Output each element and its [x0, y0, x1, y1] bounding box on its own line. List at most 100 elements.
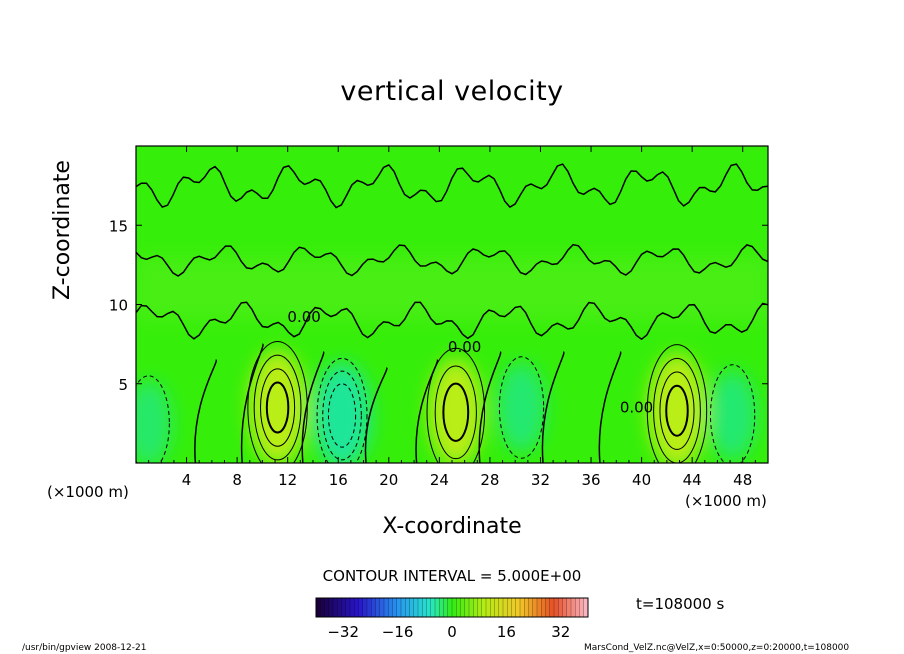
colorbar-segment-20 — [401, 598, 406, 617]
x-tick-label-10: 44 — [683, 471, 702, 489]
downdraft-contour-2-0 — [709, 364, 756, 463]
footer-right: MarsCond_VelZ.nc@VelZ,x=0:50000,z=0:2000… — [584, 643, 850, 653]
colorbar-segment-29 — [439, 598, 444, 617]
colorbar-segment-33 — [456, 598, 461, 617]
colorbar-segment-40 — [486, 598, 491, 617]
updraft-contour-2-3 — [665, 384, 689, 437]
x-tick-label-1: 8 — [232, 471, 242, 489]
colorbar-segment-58 — [562, 598, 568, 617]
x-tick-label-4: 20 — [379, 471, 398, 489]
colorbar-segment-5 — [337, 598, 342, 617]
downdraft-region-0 — [312, 363, 372, 463]
zero-contour-column-5 — [478, 351, 502, 463]
zero-contour-low — [136, 301, 768, 341]
colorbar-segment-57 — [558, 598, 563, 617]
colorbar-segment-52 — [537, 598, 542, 617]
zero-contour-column-0 — [194, 359, 217, 463]
x-tick-label-7: 32 — [531, 471, 550, 489]
y-tick-label-1: 10 — [109, 297, 128, 315]
contour-lines — [136, 163, 768, 463]
footer-left: /usr/bin/gpview 2008-12-21 — [22, 643, 147, 653]
colorbar-segment-46 — [511, 598, 517, 617]
downdraft-contour-0-1 — [322, 370, 362, 461]
downdraft-contour-0-0 — [316, 357, 368, 463]
x-tick-label-2: 12 — [278, 471, 297, 489]
updraft-contour-0-3 — [265, 381, 290, 434]
field-layer: 0.00 0.00 0.00 — [136, 163, 768, 463]
downdraft-region-2 — [708, 371, 757, 460]
colorbar-tick-label-3: 16 — [497, 623, 516, 641]
colorbar-segment-2 — [324, 598, 330, 617]
colorbar-segment-54 — [545, 598, 551, 617]
colorbar-segment-11 — [362, 598, 368, 617]
updraft-contour-1-2 — [442, 382, 470, 442]
mid-band — [136, 256, 768, 321]
colorbar-segment-47 — [515, 598, 521, 617]
contour-label-2: 0.00 — [620, 398, 653, 416]
x-tick-label-5: 24 — [430, 471, 449, 489]
colorbar-segment-21 — [405, 598, 410, 617]
updraft-contour-1-0 — [426, 347, 486, 463]
zero-contour-column-3 — [364, 367, 388, 463]
colorbar-segment-48 — [520, 598, 525, 617]
colorbar-segment-14 — [375, 598, 381, 617]
x-tick-label-9: 40 — [632, 471, 651, 489]
colorbar-segment-25 — [422, 598, 427, 617]
colorbar-segment-0 — [316, 598, 321, 617]
updraft-region-2 — [647, 353, 707, 463]
y-tick-label-0: 5 — [118, 376, 128, 394]
colorbar-segment-10 — [358, 598, 364, 617]
colorbar-segment-15 — [379, 598, 385, 617]
x-tick-label-11: 48 — [733, 471, 752, 489]
downdraft-contour-0-2 — [327, 383, 357, 448]
updraft-contour-0-2 — [260, 368, 296, 447]
colorbar-segment-16 — [384, 598, 389, 617]
colorbar-segment-35 — [464, 598, 470, 617]
updraft-contour-2-0 — [646, 344, 708, 463]
zero-contour-column-6 — [541, 351, 565, 463]
updraft-contour-0-1 — [253, 354, 302, 461]
y-tick-label-2: 15 — [109, 217, 128, 235]
colorbar-segment-37 — [473, 598, 478, 617]
downdraft-contour-3-0 — [136, 375, 170, 463]
colorbar-segment-23 — [413, 598, 419, 617]
colorbar-segment-55 — [549, 598, 555, 617]
colorbar-segment-34 — [460, 598, 466, 617]
colorbar-segment-49 — [524, 598, 529, 617]
colorbar-segment-62 — [579, 598, 585, 617]
colorbar-tick-label-0: −32 — [327, 623, 359, 641]
colorbar-tick-label-4: 32 — [551, 623, 570, 641]
colorbar-segment-50 — [528, 598, 534, 617]
colorbar-segment-56 — [554, 598, 559, 617]
colorbar-segment-6 — [341, 598, 347, 617]
colorbar-segment-1 — [320, 598, 325, 617]
updraft-contour-2-2 — [659, 371, 695, 450]
colorbar-segment-42 — [494, 598, 500, 617]
zero-contour-column-1 — [240, 343, 264, 463]
contour-label-1: 0.00 — [448, 338, 481, 356]
colorbar-segment-30 — [443, 598, 449, 617]
colorbar-segment-61 — [575, 598, 580, 617]
updraft-contour-0-0 — [247, 340, 308, 463]
zero-contour-column-2 — [301, 351, 325, 463]
colorbar-segment-39 — [481, 598, 487, 617]
colorbar-segment-38 — [477, 598, 483, 617]
zero-contour-high — [136, 163, 768, 209]
colorbar-segment-32 — [452, 598, 457, 617]
colorbar-segment-7 — [345, 598, 351, 617]
colorbar-segment-43 — [498, 598, 504, 617]
zero-contour-column-4 — [415, 359, 439, 463]
colorbar-segment-17 — [388, 598, 393, 617]
zero-contour-column-7 — [598, 351, 622, 463]
x-tick-label-8: 36 — [581, 471, 600, 489]
colorbar-segment-51 — [532, 598, 538, 617]
contour-label-0: 0.00 — [287, 308, 320, 326]
colorbar-segment-24 — [418, 598, 423, 617]
updraft-region-0 — [248, 350, 307, 463]
zero-contour-mid — [136, 243, 768, 277]
colorbar-segment-59 — [566, 598, 572, 617]
colorbar-tick-label-2: 0 — [447, 623, 457, 641]
updraft-region-1 — [428, 359, 483, 463]
updraft-contour-1-1 — [434, 365, 477, 460]
colorbar-segment-3 — [328, 598, 334, 617]
